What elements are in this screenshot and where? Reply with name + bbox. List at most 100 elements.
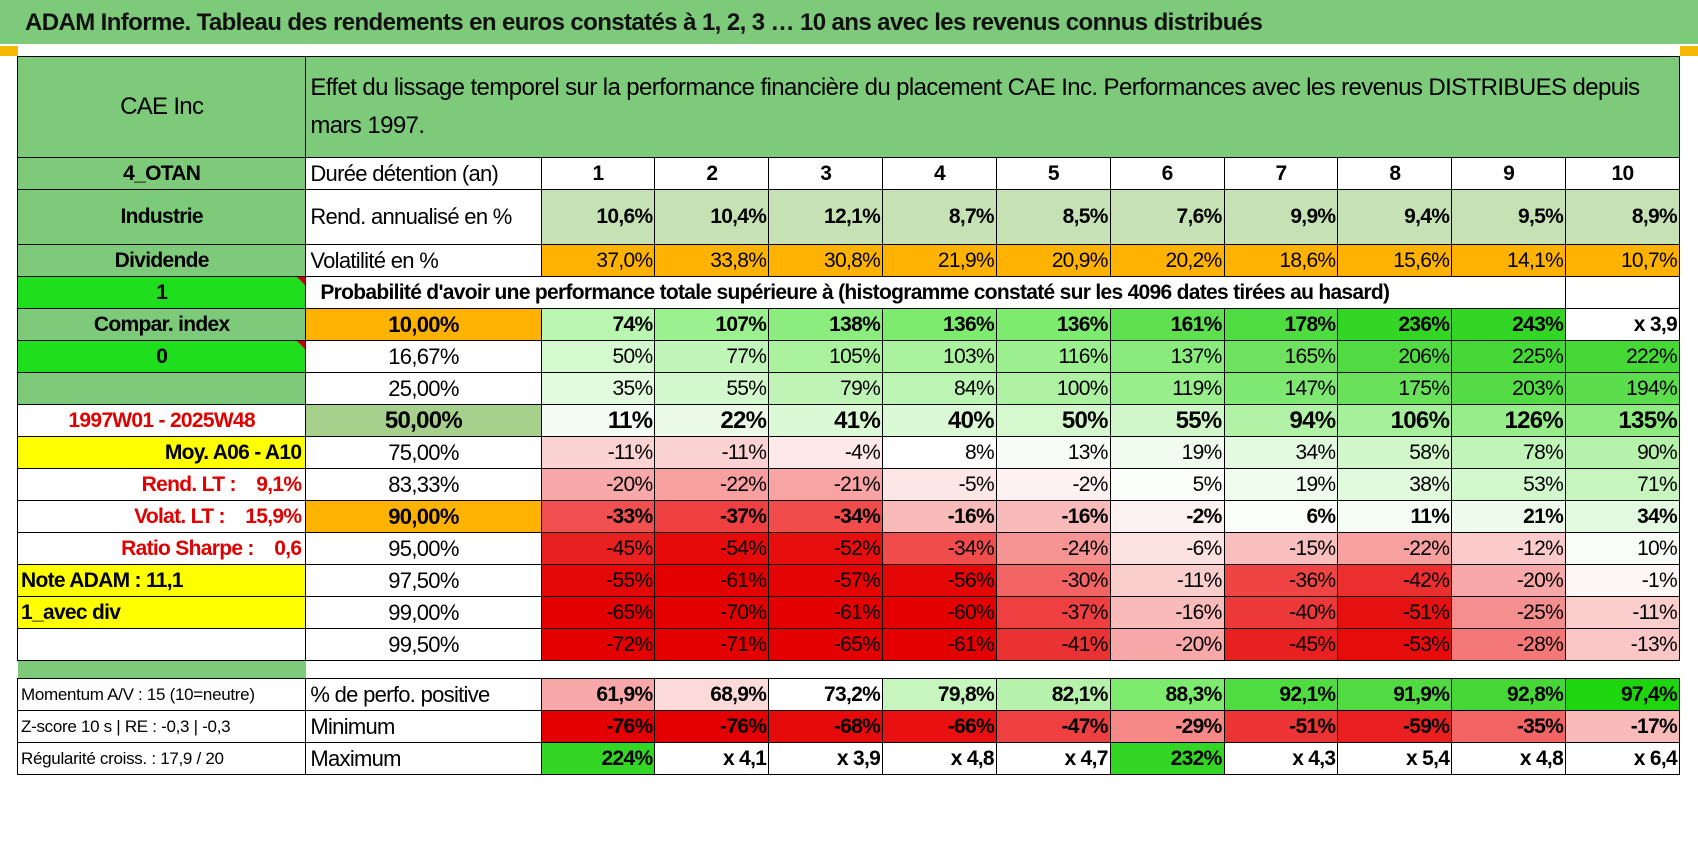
value-cell: 21% bbox=[1451, 500, 1567, 533]
value-cell: -40% bbox=[1223, 596, 1339, 629]
value-cell: 33,8% bbox=[654, 244, 770, 277]
value-cell: -47% bbox=[995, 710, 1111, 743]
value-cell: 12,1% bbox=[768, 189, 884, 245]
table-row-momentum: Momentum A/V : 15 (10=neutre)% de perfo.… bbox=[16, 678, 1680, 711]
table-row-p75: Moy. A06 - A10 75,00% -11% -11% -4% 8% 13% 19% 3… bbox=[16, 436, 1680, 469]
value-cell: 135% bbox=[1565, 404, 1680, 437]
value-cell: -59% bbox=[1337, 710, 1453, 743]
value-cell: -20% bbox=[1451, 564, 1567, 597]
value-cell: 35% bbox=[540, 372, 656, 405]
value-cell: -36% bbox=[1223, 564, 1339, 597]
value-cell: 7 bbox=[1223, 157, 1339, 190]
row-label-vol: Volatilité en % bbox=[305, 244, 542, 277]
value-cell: 2 bbox=[654, 157, 770, 190]
value-cell: 5 bbox=[995, 157, 1111, 190]
value-cell: 3 bbox=[768, 157, 884, 190]
value-cell: -68% bbox=[768, 710, 884, 743]
value-cell: -65% bbox=[540, 596, 656, 629]
value-cell: x 4,1 bbox=[654, 742, 770, 775]
value-cell: -60% bbox=[882, 596, 997, 629]
table-row-maximum: Régularité croiss. : 17,9 / 20 Maximum 224… bbox=[16, 742, 1680, 775]
value-cell: 147% bbox=[1223, 372, 1339, 405]
value-cell: -16% bbox=[882, 500, 997, 533]
value-cell: -55% bbox=[540, 564, 656, 597]
value-cell: 8,7% bbox=[882, 189, 997, 245]
row-label-minimum: Minimum bbox=[305, 710, 542, 743]
value-cell: -2% bbox=[1109, 500, 1225, 533]
value-cell: -24% bbox=[995, 532, 1111, 565]
value-cell: 8,5% bbox=[995, 189, 1111, 245]
value-cell: 175% bbox=[1337, 372, 1453, 405]
value-cell: -16% bbox=[1109, 596, 1225, 629]
value-cell: 82,1% bbox=[995, 678, 1111, 711]
value-cell: 9,5% bbox=[1451, 189, 1567, 245]
value-cell: -4% bbox=[768, 436, 884, 469]
value-cell: 61,9% bbox=[540, 678, 656, 711]
value-cell: 126% bbox=[1451, 404, 1567, 437]
value-cell: 58% bbox=[1337, 436, 1453, 469]
value-cell: 136% bbox=[995, 308, 1111, 341]
value-cell: 90% bbox=[1565, 436, 1680, 469]
table-row-duree: 4_OTAN Durée détention (an) 1 2 3 4 5 6 7 8 9 10 bbox=[16, 157, 1680, 190]
value-cell: 50% bbox=[540, 340, 656, 373]
empty-cell bbox=[1565, 276, 1680, 309]
row-label-p1667: 16,67% bbox=[305, 340, 542, 373]
row-label-p50: 50,00% bbox=[305, 404, 542, 437]
value-cell: -30% bbox=[995, 564, 1111, 597]
value-cell: 40% bbox=[882, 404, 997, 437]
side-info-maximum: Régularité croiss. : 17,9 / 20 bbox=[16, 742, 307, 775]
value-cell: x 4,7 bbox=[995, 742, 1111, 775]
row-label-p8333: 83,33% bbox=[305, 468, 542, 501]
value-cell: 138% bbox=[768, 308, 884, 341]
value-cell: 9 bbox=[1451, 157, 1567, 190]
value-cell: -20% bbox=[540, 468, 656, 501]
value-cell: -6% bbox=[1109, 532, 1225, 565]
value-cell: 34% bbox=[1565, 500, 1680, 533]
value-cell: 9,9% bbox=[1223, 189, 1339, 245]
value-cell: 10 bbox=[1565, 157, 1680, 190]
value-cell: 10% bbox=[1565, 532, 1680, 565]
side-info-proba: 1 bbox=[16, 276, 307, 309]
value-cell: 8 bbox=[1337, 157, 1453, 190]
left-corner-marker bbox=[0, 46, 18, 56]
value-cell: -29% bbox=[1109, 710, 1225, 743]
value-cell: x 4,3 bbox=[1223, 742, 1339, 775]
value-cell: -42% bbox=[1337, 564, 1453, 597]
value-cell: x 4,8 bbox=[882, 742, 997, 775]
table-row-minimum: Z-score 10 s | RE : -0,3 | -0,3 Minimum -7… bbox=[16, 710, 1680, 743]
value-cell: 236% bbox=[1337, 308, 1453, 341]
value-cell: -35% bbox=[1451, 710, 1567, 743]
value-cell: 55% bbox=[1109, 404, 1225, 437]
value-cell: 34% bbox=[1223, 436, 1339, 469]
value-cell: 68,9% bbox=[654, 678, 770, 711]
value-cell: 5% bbox=[1109, 468, 1225, 501]
value-cell: 9,4% bbox=[1337, 189, 1453, 245]
side-info-p995 bbox=[16, 628, 307, 661]
value-cell: 97,4% bbox=[1565, 678, 1680, 711]
value-cell: -13% bbox=[1565, 628, 1680, 661]
value-cell: 77% bbox=[654, 340, 770, 373]
value-cell: -22% bbox=[654, 468, 770, 501]
value-cell: 92,8% bbox=[1451, 678, 1567, 711]
row-label-momentum: % de perfo. positive bbox=[305, 678, 542, 711]
value-cell: -1% bbox=[1565, 564, 1680, 597]
value-cell: -76% bbox=[654, 710, 770, 743]
value-cell: 8,9% bbox=[1565, 189, 1680, 245]
value-cell: 37,0% bbox=[540, 244, 656, 277]
row-label-p95: 95,00% bbox=[305, 532, 542, 565]
value-cell: 222% bbox=[1565, 340, 1680, 373]
value-cell: -11% bbox=[540, 436, 656, 469]
returns-table: CAE Inc Effet du lissage temporel sur la… bbox=[16, 56, 1680, 775]
value-cell: x 6,4 bbox=[1565, 742, 1680, 775]
side-info-p90: Volat. LT : 15,9% bbox=[16, 500, 307, 533]
value-cell: 19% bbox=[1109, 436, 1225, 469]
value-cell: 41% bbox=[768, 404, 884, 437]
value-cell: 78% bbox=[1451, 436, 1567, 469]
row-label-p25: 25,00% bbox=[305, 372, 542, 405]
spacer-green bbox=[17, 660, 306, 679]
row-label-p975: 97,50% bbox=[305, 564, 542, 597]
value-cell: 79,8% bbox=[882, 678, 997, 711]
value-cell: 13% bbox=[995, 436, 1111, 469]
side-info-p99: 1_avec div bbox=[16, 596, 307, 629]
value-cell: x 3,9 bbox=[1565, 308, 1680, 341]
